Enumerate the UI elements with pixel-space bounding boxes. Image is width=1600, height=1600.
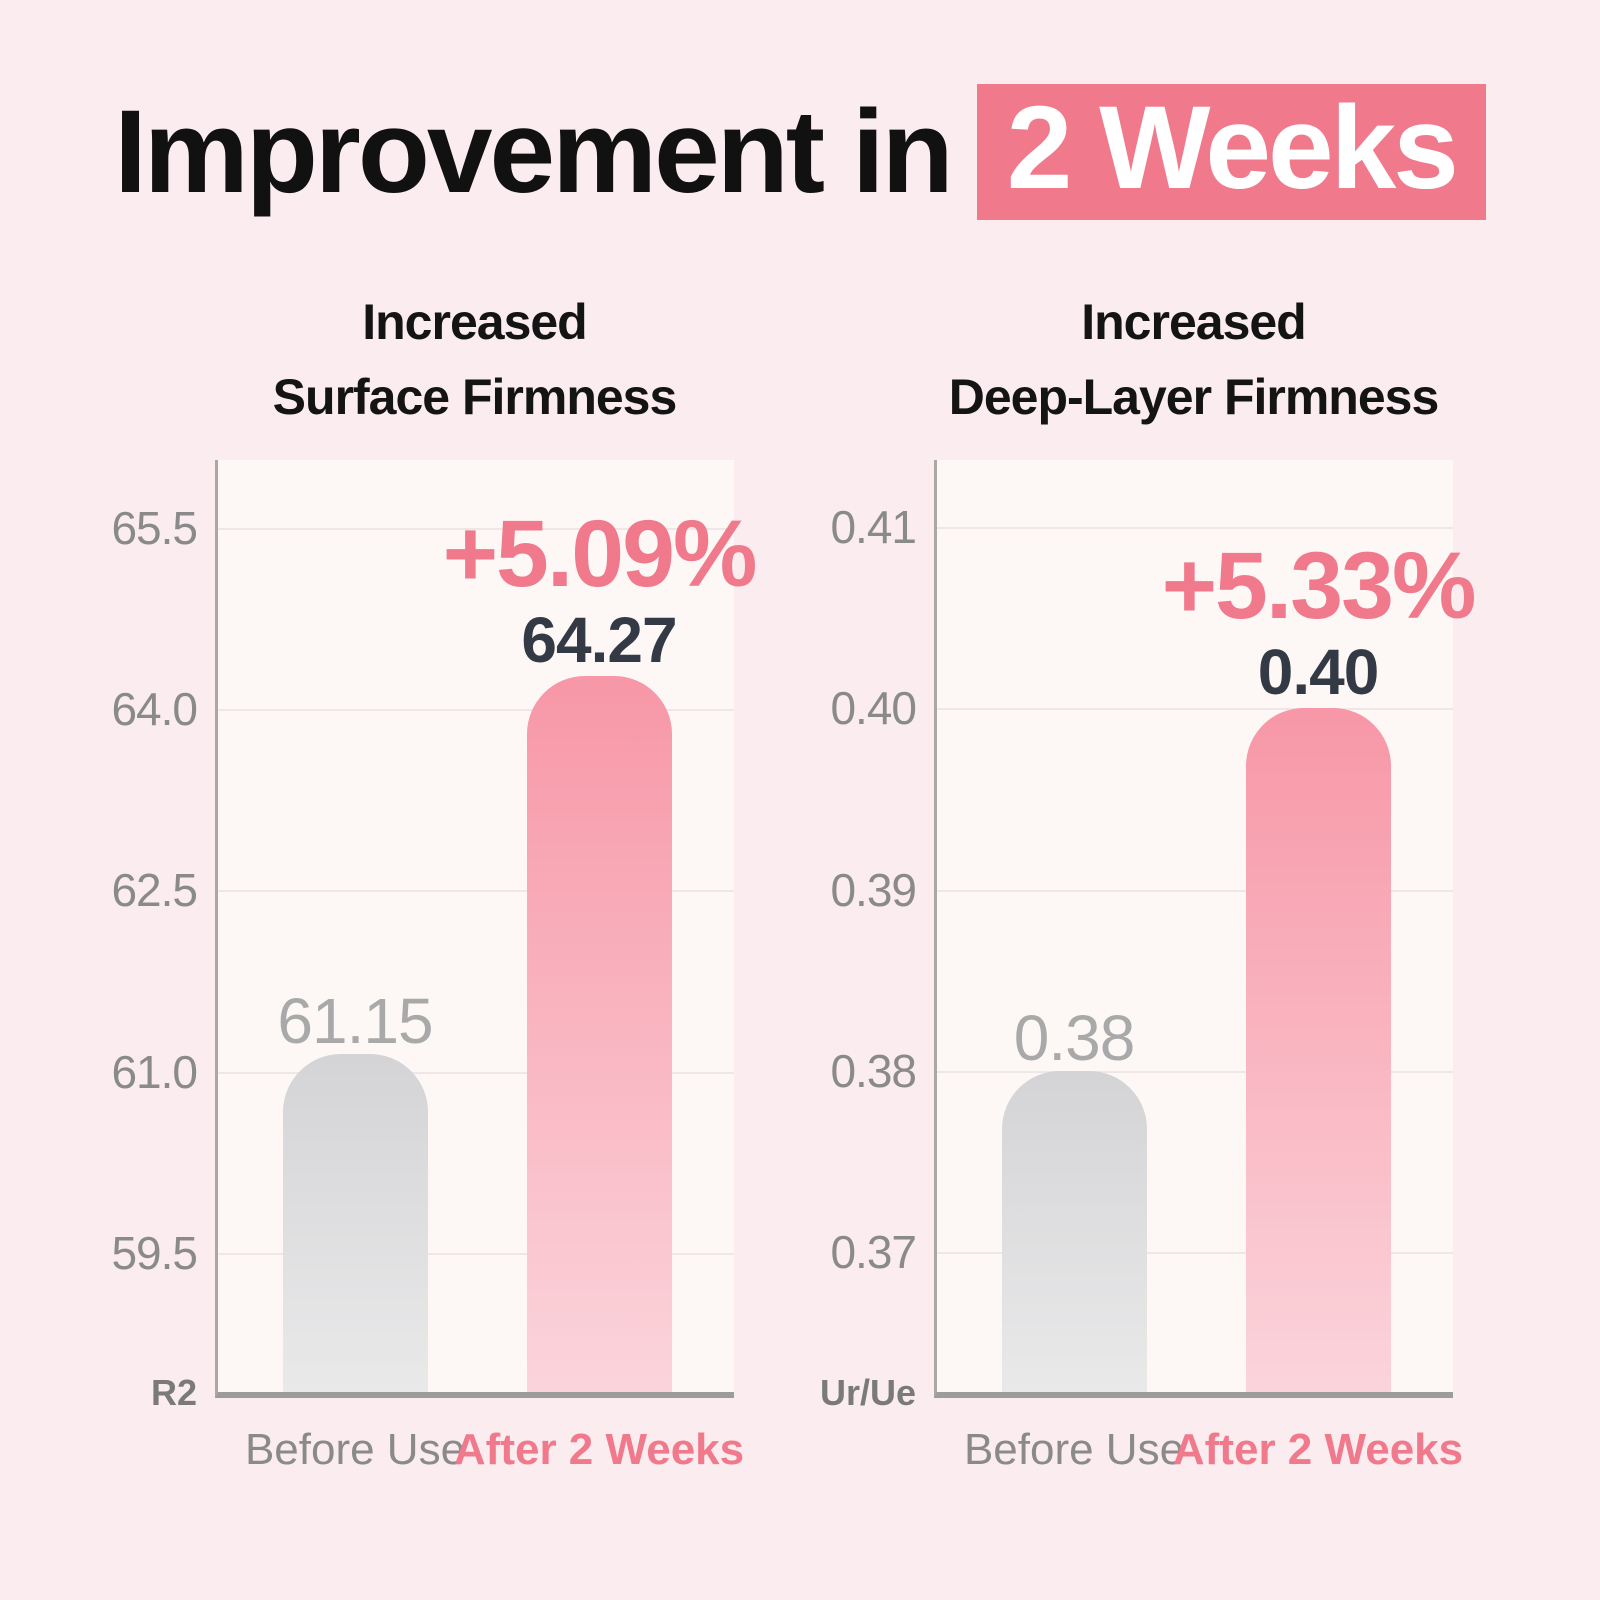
chart-title-line-2: Surface Firmness [272, 369, 678, 425]
y-axis-unit-label: Ur/Ue [819, 1372, 916, 1413]
after-bar-value-label: 0.40 [1257, 636, 1380, 709]
chart-title-line-2: Deep-Layer Firmness [948, 369, 1440, 425]
bar-after-2-weeks [1246, 708, 1391, 1392]
gridline [937, 527, 1453, 530]
chart-title: Increased Surface Firmness [215, 285, 734, 435]
y-axis-tick-label: 61.0 [111, 1045, 198, 1098]
gridline [218, 1071, 734, 1074]
gridline [218, 890, 734, 893]
bar-before-use [283, 1054, 428, 1392]
gridline [218, 1252, 734, 1255]
y-axis-tick-label: 62.5 [111, 864, 198, 917]
gridline [937, 889, 1453, 892]
y-axis-tick-label: 0.39 [830, 863, 917, 916]
gridline [937, 1071, 1453, 1074]
before-bar-value-label: 0.38 [1013, 1002, 1136, 1075]
plot-area [934, 460, 1453, 1398]
chart-surface-firmness: Increased Surface Firmness 65.5 64.0 62.5 6… [0, 0, 800, 1600]
bar-after-2-weeks [527, 676, 672, 1392]
x-axis-labels: Before Use After 2 Weeks [0, 1424, 800, 1484]
x-label-before-use: Before Use [963, 1425, 1185, 1474]
gridline [218, 527, 734, 530]
delta-percentage-label: +5.09% [442, 501, 758, 608]
y-axis-tick-label: 0.40 [830, 682, 917, 735]
gridline [218, 709, 734, 712]
x-label-after-2-weeks: After 2 Weeks [453, 1425, 745, 1474]
after-bar-value-label: 64.27 [521, 604, 677, 677]
y-axis-tick-label: 0.41 [830, 501, 917, 554]
chart-deep-layer-firmness: Increased Deep-Layer Firmness 0.41 0.40 0.… [719, 0, 1519, 1600]
y-axis-tick-label: 59.5 [111, 1226, 198, 1279]
chart-title: Increased Deep-Layer Firmness [934, 285, 1453, 435]
x-label-after-2-weeks: After 2 Weeks [1172, 1425, 1464, 1474]
chart-title-line-1: Increased [362, 294, 587, 350]
x-label-before-use: Before Use [244, 1425, 466, 1474]
delta-percentage-label: +5.33% [1161, 533, 1477, 640]
y-axis: 0.41 0.40 0.39 0.38 0.37 [719, 0, 917, 1600]
y-axis-tick-label: 65.5 [111, 501, 198, 554]
gridline [937, 1252, 1453, 1255]
bar-before-use [1002, 1071, 1147, 1392]
y-axis-tick-label: 64.0 [111, 683, 198, 736]
y-axis-tick-label: 0.37 [830, 1226, 917, 1279]
page-title: Improvement in 2 Weeks [0, 84, 1600, 220]
x-axis-labels: Before Use After 2 Weeks [719, 1424, 1519, 1484]
plot-area [215, 460, 734, 1398]
chart-title-line-1: Increased [1081, 294, 1306, 350]
y-axis-tick-label: 0.38 [830, 1045, 917, 1098]
y-axis-unit-label: R2 [150, 1372, 197, 1413]
y-axis: 65.5 64.0 62.5 61.0 59.5 [0, 0, 198, 1600]
title-highlight: 2 Weeks [976, 84, 1486, 220]
before-bar-value-label: 61.15 [277, 984, 433, 1057]
title-text: Improvement in [114, 86, 954, 218]
gridline [937, 708, 1453, 711]
